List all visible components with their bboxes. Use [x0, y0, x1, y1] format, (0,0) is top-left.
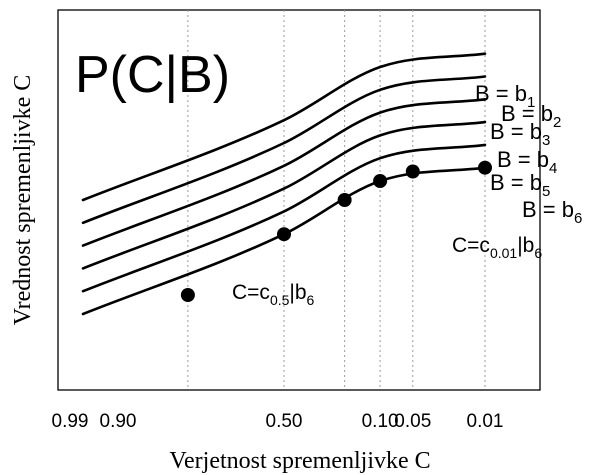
marker-point — [180, 288, 195, 302]
x-tick-label: 0.05 — [394, 411, 431, 432]
annotation-c0.01: C=c0.01|b6 — [452, 234, 542, 261]
x-tick-label: 0.99 — [52, 411, 89, 432]
annotations: C=c0.5|b6 C=c0.01|b6 — [232, 234, 542, 308]
plot-frame — [57, 9, 541, 391]
series-line-b5 — [81, 143, 487, 293]
series-labels: B = b1B = b2B = b3B = b4B = b5B = b6 — [475, 81, 582, 227]
marker-point — [405, 164, 420, 179]
marker-point — [478, 160, 492, 175]
series-line-b4 — [81, 120, 487, 270]
series-line-b6 — [81, 166, 487, 316]
chart-title: P(C|B) — [75, 46, 230, 104]
series-line-b2 — [81, 75, 487, 225]
y-axis-label: Vrednost spremenljivke C — [10, 75, 36, 326]
x-tick-label: 0.01 — [467, 411, 504, 432]
x-axis-label: Verjetnost spremenljivke C — [169, 448, 430, 474]
marker-point — [277, 227, 291, 242]
series-label-b5: B = b5 — [490, 170, 550, 200]
series-label-b1: B = b1 — [475, 81, 535, 111]
x-tick-label: 0.50 — [266, 411, 303, 432]
series-label-b4: B = b4 — [497, 147, 557, 177]
x-tick-labels: 0.99 0.90 0.50 0.100.05 0.01 — [52, 411, 504, 432]
series-label-b3: B = b3 — [490, 119, 550, 149]
marker-point — [337, 193, 352, 207]
series-label-b2: B = b2 — [501, 101, 561, 131]
series-label-b6: B = b6 — [522, 197, 582, 227]
marker-points — [180, 160, 492, 302]
series-lines — [81, 52, 487, 316]
x-tick-label: 0.10 — [362, 411, 399, 432]
x-tick-label: 0.90 — [100, 411, 137, 432]
series-line-b1 — [81, 52, 487, 202]
annotation-c0.5: C=c0.5|b6 — [232, 281, 315, 308]
series-line-b3 — [81, 98, 487, 247]
x-grid — [187, 10, 486, 390]
marker-point — [373, 174, 388, 188]
